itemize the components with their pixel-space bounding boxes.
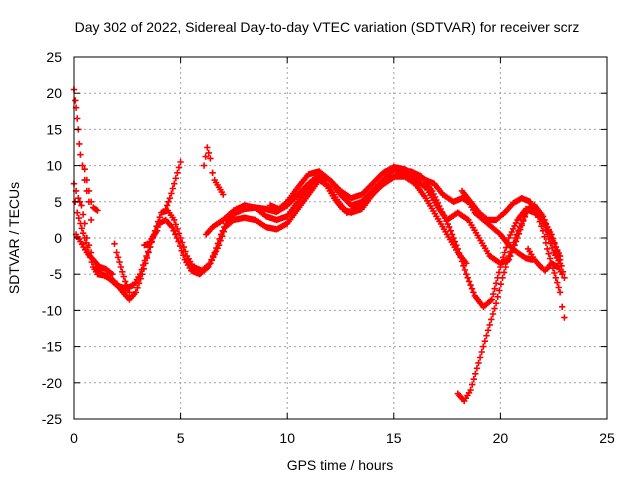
data-point-markers (111, 240, 133, 296)
data-point-markers (81, 166, 101, 214)
y-axis-label: SDTVAR / TECUs (6, 182, 22, 294)
x-tick-label: 20 (493, 430, 509, 446)
series-pass-6 (454, 202, 564, 405)
x-tick-label: 10 (279, 430, 295, 446)
x-tick-label: 25 (599, 430, 615, 446)
y-tick-label: -20 (42, 375, 62, 391)
y-tick-label: 5 (54, 194, 62, 210)
x-tick-label: 15 (386, 430, 402, 446)
series-pass-11 (111, 240, 133, 296)
axis-ticks: 0 5 10 15 20 25 -25 -20 -15 -10 -5 0 5 10 15 20 25 (42, 49, 615, 446)
series-pass-14 (524, 245, 566, 278)
y-tick-label: 15 (46, 121, 62, 137)
y-tick-label: -10 (42, 302, 62, 318)
series-pass-2 (71, 168, 568, 310)
series-pass-12 (72, 231, 116, 278)
y-tick-label: -15 (42, 339, 62, 355)
y-tick-label: 25 (46, 49, 62, 65)
y-tick-label: 10 (46, 158, 62, 174)
series-pass-8 (81, 166, 101, 214)
data-point-markers (524, 245, 566, 278)
data-point-markers (72, 231, 116, 278)
y-tick-label: 0 (54, 230, 62, 246)
series-pass-5 (458, 187, 568, 321)
series-pass-9 (162, 158, 184, 213)
x-tick-label: 0 (70, 430, 78, 446)
data-point-markers (454, 202, 564, 405)
x-tick-label: 5 (177, 430, 185, 446)
data-point-markers (266, 163, 536, 263)
data-point-markers (200, 144, 227, 198)
data-point-markers (458, 187, 568, 321)
series-pass-4 (266, 163, 536, 263)
y-tick-label: -25 (42, 411, 62, 427)
data-point-markers (141, 227, 161, 249)
y-tick-label: -5 (50, 266, 63, 282)
y-tick-label: 20 (46, 85, 62, 101)
series-pass-13 (141, 227, 161, 249)
data-point-markers (162, 158, 184, 213)
x-axis-label: GPS time / hours (287, 457, 394, 473)
series-pass-10 (200, 144, 227, 198)
data-points (70, 86, 568, 405)
chart-title: Day 302 of 2022, Sidereal Day-to-day VTE… (75, 19, 580, 35)
data-point-markers (71, 168, 568, 310)
